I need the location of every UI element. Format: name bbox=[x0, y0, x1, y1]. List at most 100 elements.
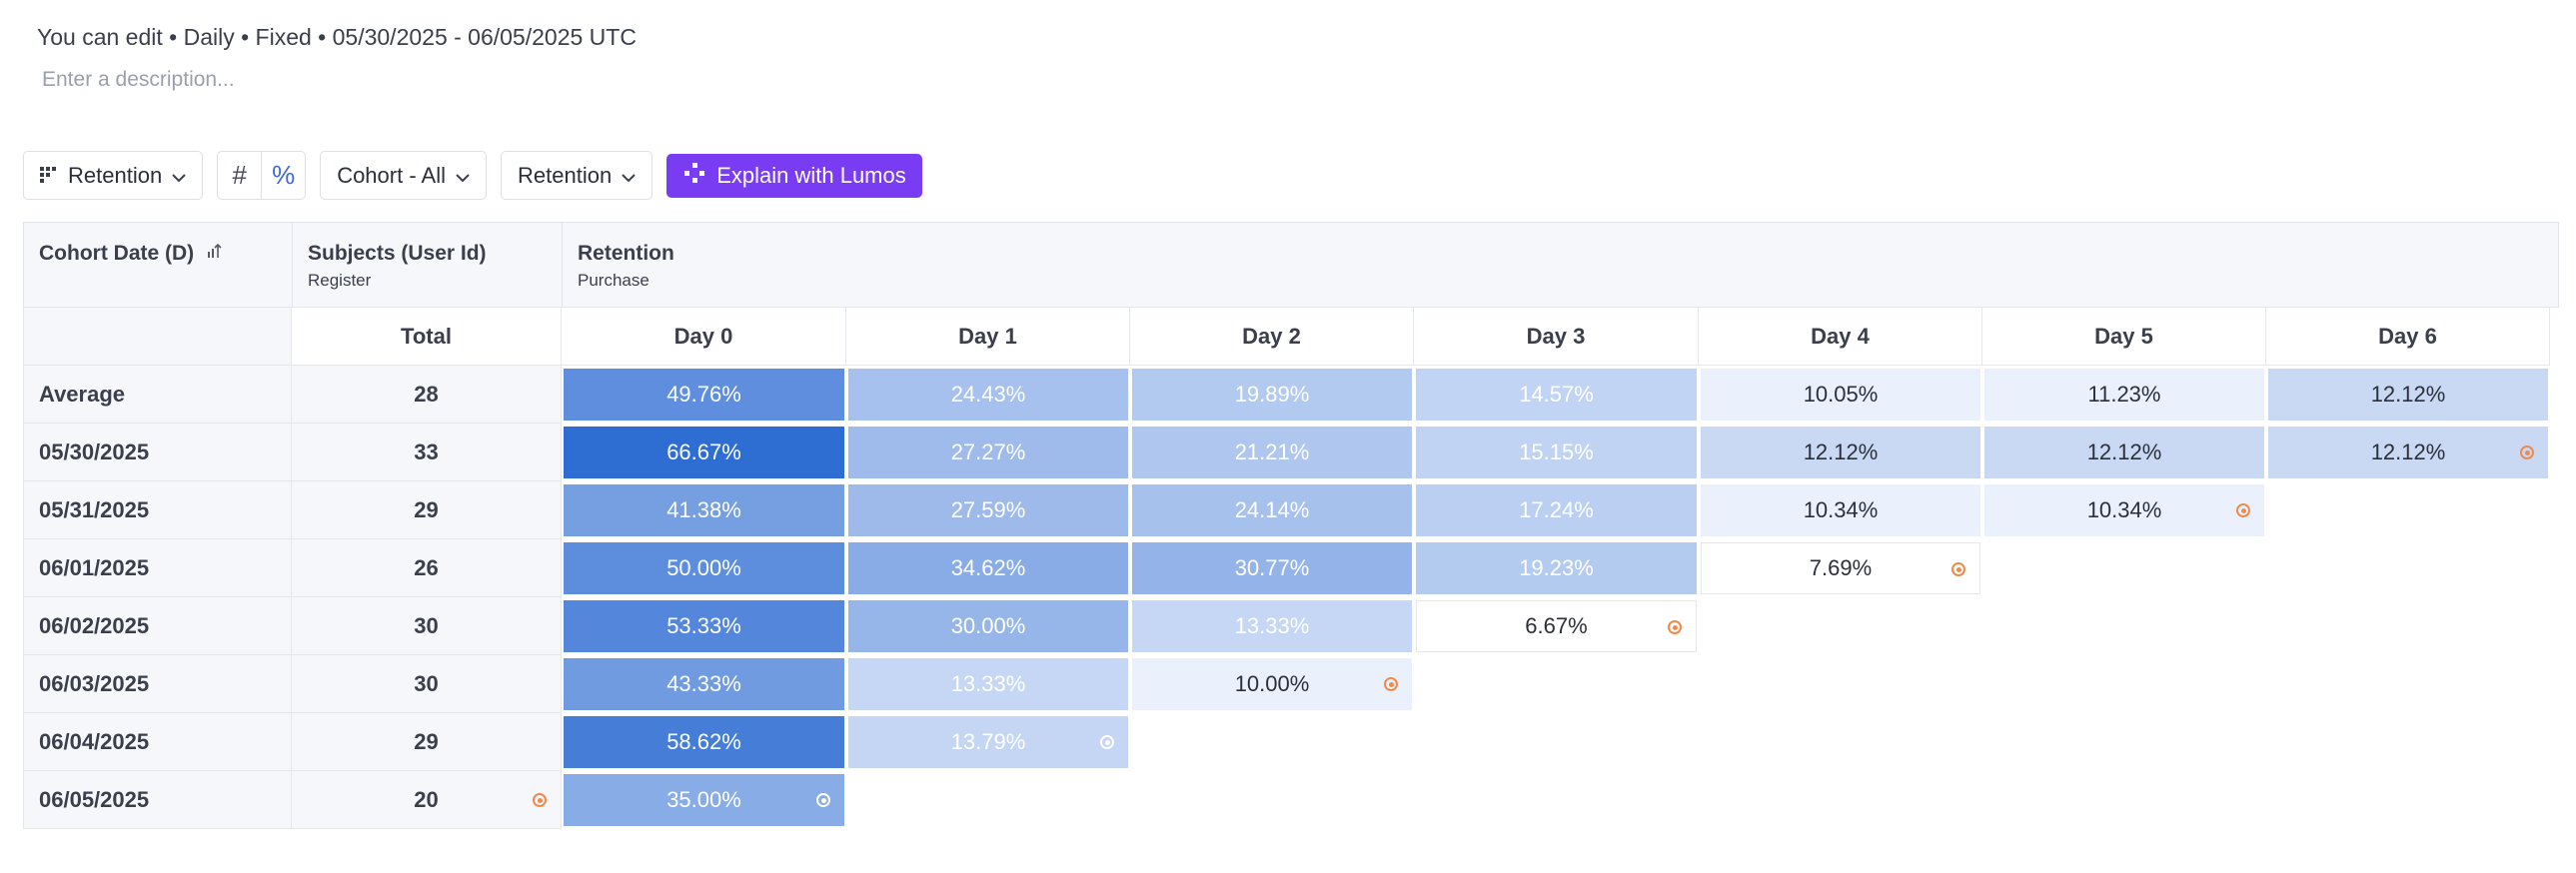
retention-cell[interactable]: 10.05% bbox=[1699, 366, 1982, 424]
total-cell[interactable]: 29 bbox=[292, 481, 562, 539]
retention-value-text: 49.76% bbox=[666, 382, 741, 407]
retention-value: 43.33% bbox=[564, 658, 844, 710]
retention-cell[interactable]: 13.33% bbox=[846, 655, 1130, 713]
table-row: 06/03/2025 30 43.33% 13.33% 10.00% bbox=[23, 655, 2559, 713]
retention-cell[interactable]: 19.89% bbox=[1130, 366, 1414, 424]
subjects-header[interactable]: Subjects (User Id) Register bbox=[293, 223, 563, 307]
total-cell[interactable]: 20 bbox=[292, 771, 562, 829]
retention-value: 49.76% bbox=[564, 369, 844, 421]
cohort-date-header-label: Cohort Date (D) bbox=[39, 242, 195, 265]
retention-cell[interactable]: 19.23% bbox=[1414, 539, 1699, 597]
retention-cell[interactable]: 24.14% bbox=[1130, 481, 1414, 539]
table-row: 05/31/2025 29 41.38% 27.59% 24.14% 17.24% 10.3… bbox=[23, 481, 2559, 539]
retention-cell[interactable]: 27.59% bbox=[846, 481, 1130, 539]
table-row: 06/02/2025 30 53.33% 30.00% 13.33% 6.67% bbox=[23, 597, 2559, 655]
retention-value: 53.33% bbox=[564, 600, 844, 652]
metric-selector[interactable]: Retention bbox=[501, 151, 653, 200]
total-cell[interactable]: 28 bbox=[292, 366, 562, 424]
retention-cell[interactable]: 43.33% bbox=[562, 655, 846, 713]
total-cell[interactable]: 33 bbox=[292, 424, 562, 481]
retention-value-text: 7.69% bbox=[1809, 555, 1873, 580]
retention-cell[interactable]: 15.15% bbox=[1414, 424, 1699, 481]
cohort-date-cell[interactable]: 06/01/2025 bbox=[23, 539, 292, 597]
explain-with-lumos-button[interactable]: Explain with Lumos bbox=[666, 153, 922, 198]
retention-cell[interactable]: 66.67% bbox=[562, 424, 846, 481]
retention-cell[interactable]: 14.57% bbox=[1414, 366, 1699, 424]
total-cell[interactable]: 30 bbox=[292, 655, 562, 713]
retention-cell[interactable]: 30.00% bbox=[846, 597, 1130, 655]
cohort-date-header[interactable]: Cohort Date (D) bbox=[24, 223, 293, 307]
retention-value: 15.15% bbox=[1416, 427, 1697, 478]
retention-cell[interactable]: 11.23% bbox=[1982, 366, 2266, 424]
cohort-date-cell[interactable]: 05/30/2025 bbox=[23, 424, 292, 481]
retention-cell[interactable]: 53.33% bbox=[562, 597, 846, 655]
retention-cell[interactable]: 13.79% bbox=[846, 713, 1130, 771]
retention-cell[interactable]: 12.12% bbox=[1699, 424, 1982, 481]
retention-cell[interactable]: 35.00% bbox=[562, 771, 846, 829]
day-column-header: Day 2 bbox=[1130, 308, 1414, 366]
chevron-down-icon bbox=[172, 163, 186, 189]
table-header: Cohort Date (D) Subjects (User Id) Regis… bbox=[23, 222, 2559, 308]
cohort-filter[interactable]: Cohort - All bbox=[320, 151, 488, 200]
view-selector[interactable]: Retention bbox=[23, 151, 204, 200]
incomplete-data-icon bbox=[816, 793, 830, 807]
retention-cell[interactable]: 49.76% bbox=[562, 366, 846, 424]
retention-cell[interactable]: 27.27% bbox=[846, 424, 1130, 481]
retention-value-text: 27.59% bbox=[950, 497, 1026, 522]
retention-cell[interactable]: 10.00% bbox=[1130, 655, 1414, 713]
incomplete-data-icon bbox=[1951, 562, 1965, 576]
retention-cell[interactable]: 12.12% bbox=[2266, 424, 2550, 481]
retention-cell[interactable]: 50.00% bbox=[562, 539, 846, 597]
empty-header-cell bbox=[23, 308, 292, 366]
retention-value-text: 15.15% bbox=[1519, 439, 1594, 464]
percent-mode-button[interactable]: % bbox=[261, 152, 305, 199]
table-row: 06/04/2025 29 58.62% 13.79% bbox=[23, 713, 2559, 771]
cohort-date-cell[interactable]: 05/31/2025 bbox=[23, 481, 292, 539]
retention-value-text: 11.23% bbox=[2087, 382, 2161, 407]
retention-cell[interactable]: 34.62% bbox=[846, 539, 1130, 597]
sort-icon bbox=[207, 243, 223, 264]
cohort-date-cell[interactable]: 06/02/2025 bbox=[23, 597, 292, 655]
retention-cell[interactable]: 12.12% bbox=[2266, 366, 2550, 424]
incomplete-data-icon bbox=[1100, 735, 1114, 749]
retention-cell[interactable]: 7.69% bbox=[1699, 539, 1982, 597]
retention-value-text: 19.23% bbox=[1519, 555, 1594, 580]
total-cell[interactable]: 29 bbox=[292, 713, 562, 771]
retention-value: 30.00% bbox=[848, 600, 1128, 652]
retention-value: 24.14% bbox=[1132, 484, 1412, 536]
retention-cell[interactable]: 12.12% bbox=[1982, 424, 2266, 481]
cohort-date-cell[interactable]: 06/05/2025 bbox=[23, 771, 292, 829]
cohort-date-cell[interactable]: Average bbox=[23, 366, 292, 424]
retention-cell[interactable]: 17.24% bbox=[1414, 481, 1699, 539]
description-input[interactable]: Enter a description... bbox=[42, 68, 235, 91]
retention-cell[interactable]: 24.43% bbox=[846, 366, 1130, 424]
retention-value: 10.05% bbox=[1701, 369, 1980, 421]
incomplete-data-icon bbox=[533, 793, 547, 807]
retention-value: 10.34% bbox=[1701, 484, 1980, 536]
total-column-header: Total bbox=[292, 308, 562, 366]
retention-cell[interactable]: 58.62% bbox=[562, 713, 846, 771]
day-column-header: Day 6 bbox=[2266, 308, 2550, 366]
retention-cell[interactable]: 6.67% bbox=[1414, 597, 1699, 655]
retention-value: 13.33% bbox=[1132, 600, 1412, 652]
total-cell[interactable]: 30 bbox=[292, 597, 562, 655]
toolbar: Retention # % Cohort - All Retention bbox=[23, 150, 922, 201]
retention-value-text: 12.12% bbox=[2370, 439, 2446, 464]
retention-cell[interactable]: 21.21% bbox=[1130, 424, 1414, 481]
retention-value-text: 34.62% bbox=[950, 555, 1026, 580]
retention-value: 10.00% bbox=[1132, 658, 1412, 710]
metric-selector-label: Retention bbox=[518, 162, 613, 188]
cohort-date-cell[interactable]: 06/03/2025 bbox=[23, 655, 292, 713]
retention-value: 27.27% bbox=[848, 427, 1128, 478]
retention-header[interactable]: Retention Purchase bbox=[563, 223, 2558, 307]
retention-cell[interactable]: 10.34% bbox=[1982, 481, 2266, 539]
retention-cell[interactable]: 13.33% bbox=[1130, 597, 1414, 655]
cohort-date-cell[interactable]: 06/04/2025 bbox=[23, 713, 292, 771]
number-mode-button[interactable]: # bbox=[232, 160, 247, 190]
value-mode-toggle: # % bbox=[217, 151, 307, 200]
retention-cell[interactable]: 10.34% bbox=[1699, 481, 1982, 539]
retention-cell[interactable]: 41.38% bbox=[562, 481, 846, 539]
retention-cell[interactable]: 30.77% bbox=[1130, 539, 1414, 597]
total-cell[interactable]: 26 bbox=[292, 539, 562, 597]
retention-value: 34.62% bbox=[848, 542, 1128, 594]
